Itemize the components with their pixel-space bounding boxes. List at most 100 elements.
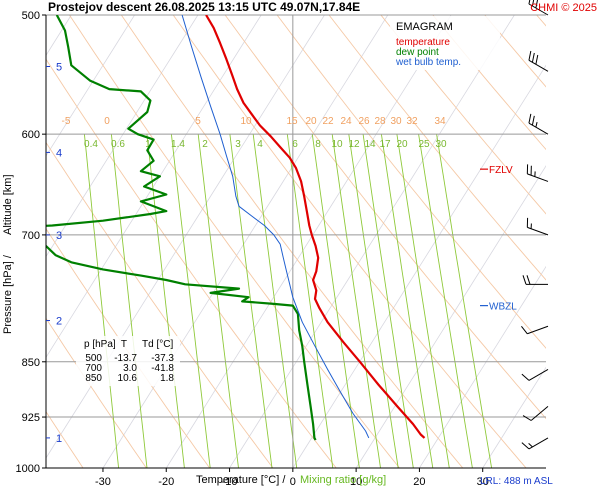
isotherm-diagonal [545, 467, 546, 468]
mixing-ratio-label: 20 [396, 139, 408, 150]
legend-item-temperature: temperature [396, 37, 450, 48]
altitude-tick-label: 4 [56, 147, 62, 159]
wind-barb-feather [531, 52, 535, 63]
mixing-ratio-line [380, 134, 434, 468]
dry-adiabat [46, 317, 147, 468]
series-wet-bulb-temp [181, 15, 370, 439]
mixing-ratio-label: 6 [292, 139, 298, 150]
mixing-ratio-label: 12 [348, 139, 360, 150]
dry-adiabat [589, 15, 600, 468]
mixing-ratio-line [362, 134, 414, 468]
series-temperature [205, 15, 426, 439]
chart-title: Prostejov descent 26.08.2025 13:15 UTC 4… [48, 0, 360, 14]
dry-adiabat-label: 0 [104, 116, 110, 127]
wind-barb [526, 164, 549, 182]
wind-barb-staff [527, 173, 549, 182]
y-tick-label: 700 [22, 230, 40, 242]
mixing-ratio-line [348, 134, 399, 468]
wind-barb [526, 217, 549, 236]
mixing-ratio-label: 2 [202, 139, 208, 150]
y-tick-label: 1000 [16, 463, 40, 475]
table-cell: -13.7 [114, 353, 137, 364]
wind-barb [528, 0, 549, 16]
mixing-ratio-label: 0.6 [111, 139, 125, 150]
series-dew-point [46, 15, 317, 441]
isotherm-diagonal [355, 165, 546, 468]
isotherm-diagonal [482, 366, 546, 468]
wind-barb-feather [535, 54, 539, 65]
legend-box [390, 16, 500, 70]
wind-barb-feather [521, 326, 528, 335]
isotherm-diagonal [165, 15, 452, 468]
dry-adiabat-label: 28 [374, 116, 386, 127]
wind-barb-feather [522, 275, 527, 285]
table-header-t: T [121, 339, 127, 350]
altitude-tick-label: 1 [56, 433, 62, 445]
mixing-ratio-line [396, 134, 450, 468]
legend: EMAGRAM temperature dew point wet bulb t… [390, 16, 500, 70]
isotherm-diagonal [102, 15, 389, 468]
dry-adiabat-label: -5 [62, 116, 71, 127]
dry-adiabat [69, 15, 400, 468]
wind-barb-half-feather [535, 121, 538, 128]
wind-barb-staff [527, 226, 549, 236]
mixing-ratio-label: 17 [379, 139, 391, 150]
isotherm-diagonal [292, 64, 546, 468]
altitude-tick-label: 2 [56, 316, 62, 328]
mixing-ratio-line [286, 134, 334, 468]
dry-adiabat-label: 30 [390, 116, 402, 127]
wind-barb-staff [527, 325, 549, 335]
wind-barb-feather [522, 415, 532, 421]
legend-title: EMAGRAM [396, 21, 453, 33]
isotherm-diagonal [46, 15, 135, 157]
wind-barb-staff [528, 437, 549, 450]
table-cell: 500 [85, 353, 102, 364]
dry-adiabat-label: 20 [305, 116, 317, 127]
wind-barb-staff [528, 368, 549, 381]
mixing-ratio-label: 30 [435, 139, 447, 150]
dry-adiabat-label: 34 [434, 116, 446, 127]
x-tick-label: 0 [290, 476, 296, 488]
mixing-ratio-label: 10 [331, 139, 343, 150]
dry-adiabat [536, 15, 546, 27]
profile-series [46, 15, 426, 441]
background-lines [46, 15, 600, 468]
table-cell: 1.8 [160, 373, 174, 384]
mixing-ratio-line [418, 134, 473, 468]
x-tick-label: 30 [477, 476, 489, 488]
dry-adiabat [46, 410, 84, 468]
x-tick-label: -10 [222, 476, 238, 488]
y-tick-label: 925 [22, 412, 40, 424]
wind-barb-feather [531, 115, 535, 126]
legend-item-dewpoint: dew point [396, 47, 439, 58]
table-background [76, 336, 180, 386]
marker-fzlv: FZLV [480, 165, 513, 176]
mixing-ratio-label: 1 [145, 139, 151, 150]
mixing-ratio-line [170, 134, 211, 468]
mixing-ratio-line [252, 134, 298, 468]
y-axis-label: Pressure [hPa] / [2, 254, 14, 334]
altitude-tick-label: 3 [56, 230, 62, 242]
dry-adiabat [484, 15, 546, 88]
mixing-ratio-line [197, 134, 239, 468]
altitude-tick-label: 5 [56, 62, 62, 74]
dry-adiabat-label: 15 [286, 116, 298, 127]
isotherm-diagonal [46, 15, 199, 258]
mixing-ratio-label: 4 [257, 139, 263, 150]
dry-adiabat [224, 15, 546, 420]
table-cell: 3.0 [123, 363, 137, 374]
wind-barb-feather [535, 0, 539, 9]
isotherm-diagonal [229, 15, 515, 468]
x-tick-label: 20 [413, 476, 425, 488]
dry-adiabat [46, 141, 274, 468]
mixing-ratio-label: 3 [235, 139, 241, 150]
wind-barb [521, 368, 549, 381]
y-tick-label: 850 [22, 357, 40, 369]
dry-adiabat-label: 22 [322, 116, 334, 127]
wind-barb [522, 275, 548, 285]
y-tick-label: 600 [22, 129, 40, 141]
mixing-ratio-line [83, 134, 120, 468]
wind-barb-half-feather [528, 442, 533, 448]
dry-adiabat-label: 26 [358, 116, 370, 127]
